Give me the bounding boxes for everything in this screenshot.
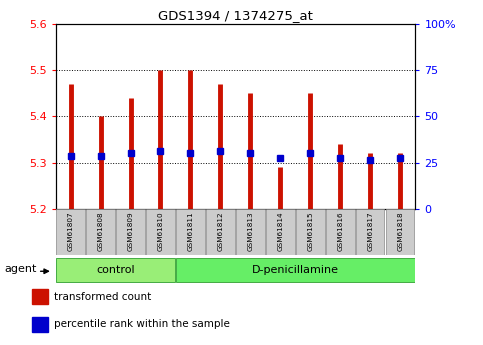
Text: percentile rank within the sample: percentile rank within the sample xyxy=(54,319,230,329)
Title: GDS1394 / 1374275_at: GDS1394 / 1374275_at xyxy=(158,9,313,22)
FancyBboxPatch shape xyxy=(176,258,415,282)
FancyBboxPatch shape xyxy=(206,209,235,255)
Text: D-penicillamine: D-penicillamine xyxy=(252,265,339,275)
Text: GSM61818: GSM61818 xyxy=(398,211,403,251)
FancyBboxPatch shape xyxy=(57,209,85,255)
FancyBboxPatch shape xyxy=(236,209,265,255)
FancyBboxPatch shape xyxy=(266,209,295,255)
Bar xyxy=(32,289,48,304)
Text: GSM61811: GSM61811 xyxy=(187,211,194,251)
Text: control: control xyxy=(96,265,135,275)
FancyBboxPatch shape xyxy=(56,258,175,282)
Text: GSM61813: GSM61813 xyxy=(247,211,254,251)
FancyBboxPatch shape xyxy=(116,209,144,255)
FancyBboxPatch shape xyxy=(86,209,114,255)
FancyBboxPatch shape xyxy=(297,209,325,255)
Text: GSM61809: GSM61809 xyxy=(128,211,133,251)
Bar xyxy=(32,317,48,332)
Text: agent: agent xyxy=(4,264,37,274)
FancyBboxPatch shape xyxy=(356,209,384,255)
Text: GSM61816: GSM61816 xyxy=(338,211,343,251)
Text: GSM61808: GSM61808 xyxy=(98,211,103,251)
FancyBboxPatch shape xyxy=(146,209,174,255)
Text: GSM61815: GSM61815 xyxy=(307,211,313,251)
FancyBboxPatch shape xyxy=(327,209,355,255)
Text: GSM61817: GSM61817 xyxy=(368,211,373,251)
FancyBboxPatch shape xyxy=(176,209,205,255)
Text: GSM61812: GSM61812 xyxy=(217,211,224,251)
Text: GSM61807: GSM61807 xyxy=(68,211,73,251)
Text: GSM61810: GSM61810 xyxy=(157,211,164,251)
Text: GSM61814: GSM61814 xyxy=(277,211,284,251)
Text: transformed count: transformed count xyxy=(54,292,151,302)
FancyBboxPatch shape xyxy=(386,209,414,255)
